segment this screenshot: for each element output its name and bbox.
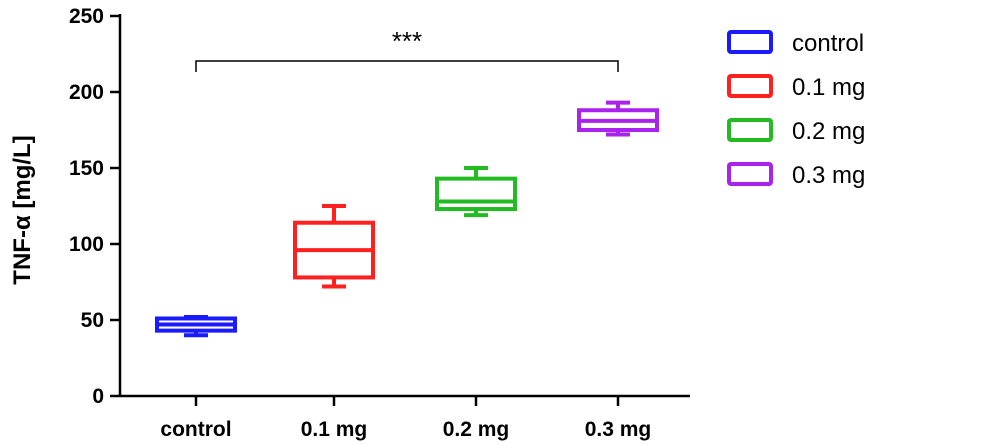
y-tick-label: 50 — [81, 309, 104, 332]
y-tick-label: 200 — [69, 81, 104, 104]
x-tick-label: control — [160, 418, 231, 441]
y-axis-title: TNF-α [mg/L] — [9, 135, 36, 284]
x-axis-ticks: control 0.1 mg 0.2 mg 0.3 mg — [160, 396, 651, 441]
legend: control 0.1 mg 0.2 mg 0.3 mg — [727, 30, 865, 189]
x-tick-label: 0.1 mg — [301, 418, 368, 441]
x-tick-label: 0.3 mg — [585, 418, 652, 441]
legend-swatch — [727, 118, 773, 142]
significance-label: *** — [392, 26, 422, 56]
y-axis-ticks: 0 50 100 150 200 250 — [69, 5, 120, 408]
legend-swatch — [727, 74, 773, 98]
y-tick-label: 0 — [92, 385, 104, 408]
y-tick-label: 150 — [69, 157, 104, 180]
box-2 — [435, 166, 517, 218]
box-1 — [293, 204, 375, 289]
significance-bracket: *** — [195, 26, 619, 72]
legend-item: 0.1 mg — [727, 74, 865, 101]
legend-label: 0.1 mg — [792, 74, 865, 101]
box-0 — [155, 314, 237, 338]
legend-label: control — [792, 30, 864, 57]
legend-item: 0.3 mg — [727, 162, 865, 189]
y-tick-label: 250 — [69, 5, 104, 28]
legend-swatch — [727, 30, 773, 54]
legend-label: 0.2 mg — [792, 118, 865, 145]
box-3 — [577, 100, 659, 137]
bracket-line — [195, 60, 619, 72]
legend-label: 0.3 mg — [792, 162, 865, 189]
legend-swatch — [727, 162, 773, 186]
legend-item: 0.2 mg — [727, 118, 865, 145]
y-tick-label: 100 — [69, 233, 104, 256]
box-iqr — [435, 176, 517, 212]
x-tick-label: 0.2 mg — [443, 418, 510, 441]
box-series — [155, 100, 659, 338]
legend-item: control — [727, 30, 864, 57]
